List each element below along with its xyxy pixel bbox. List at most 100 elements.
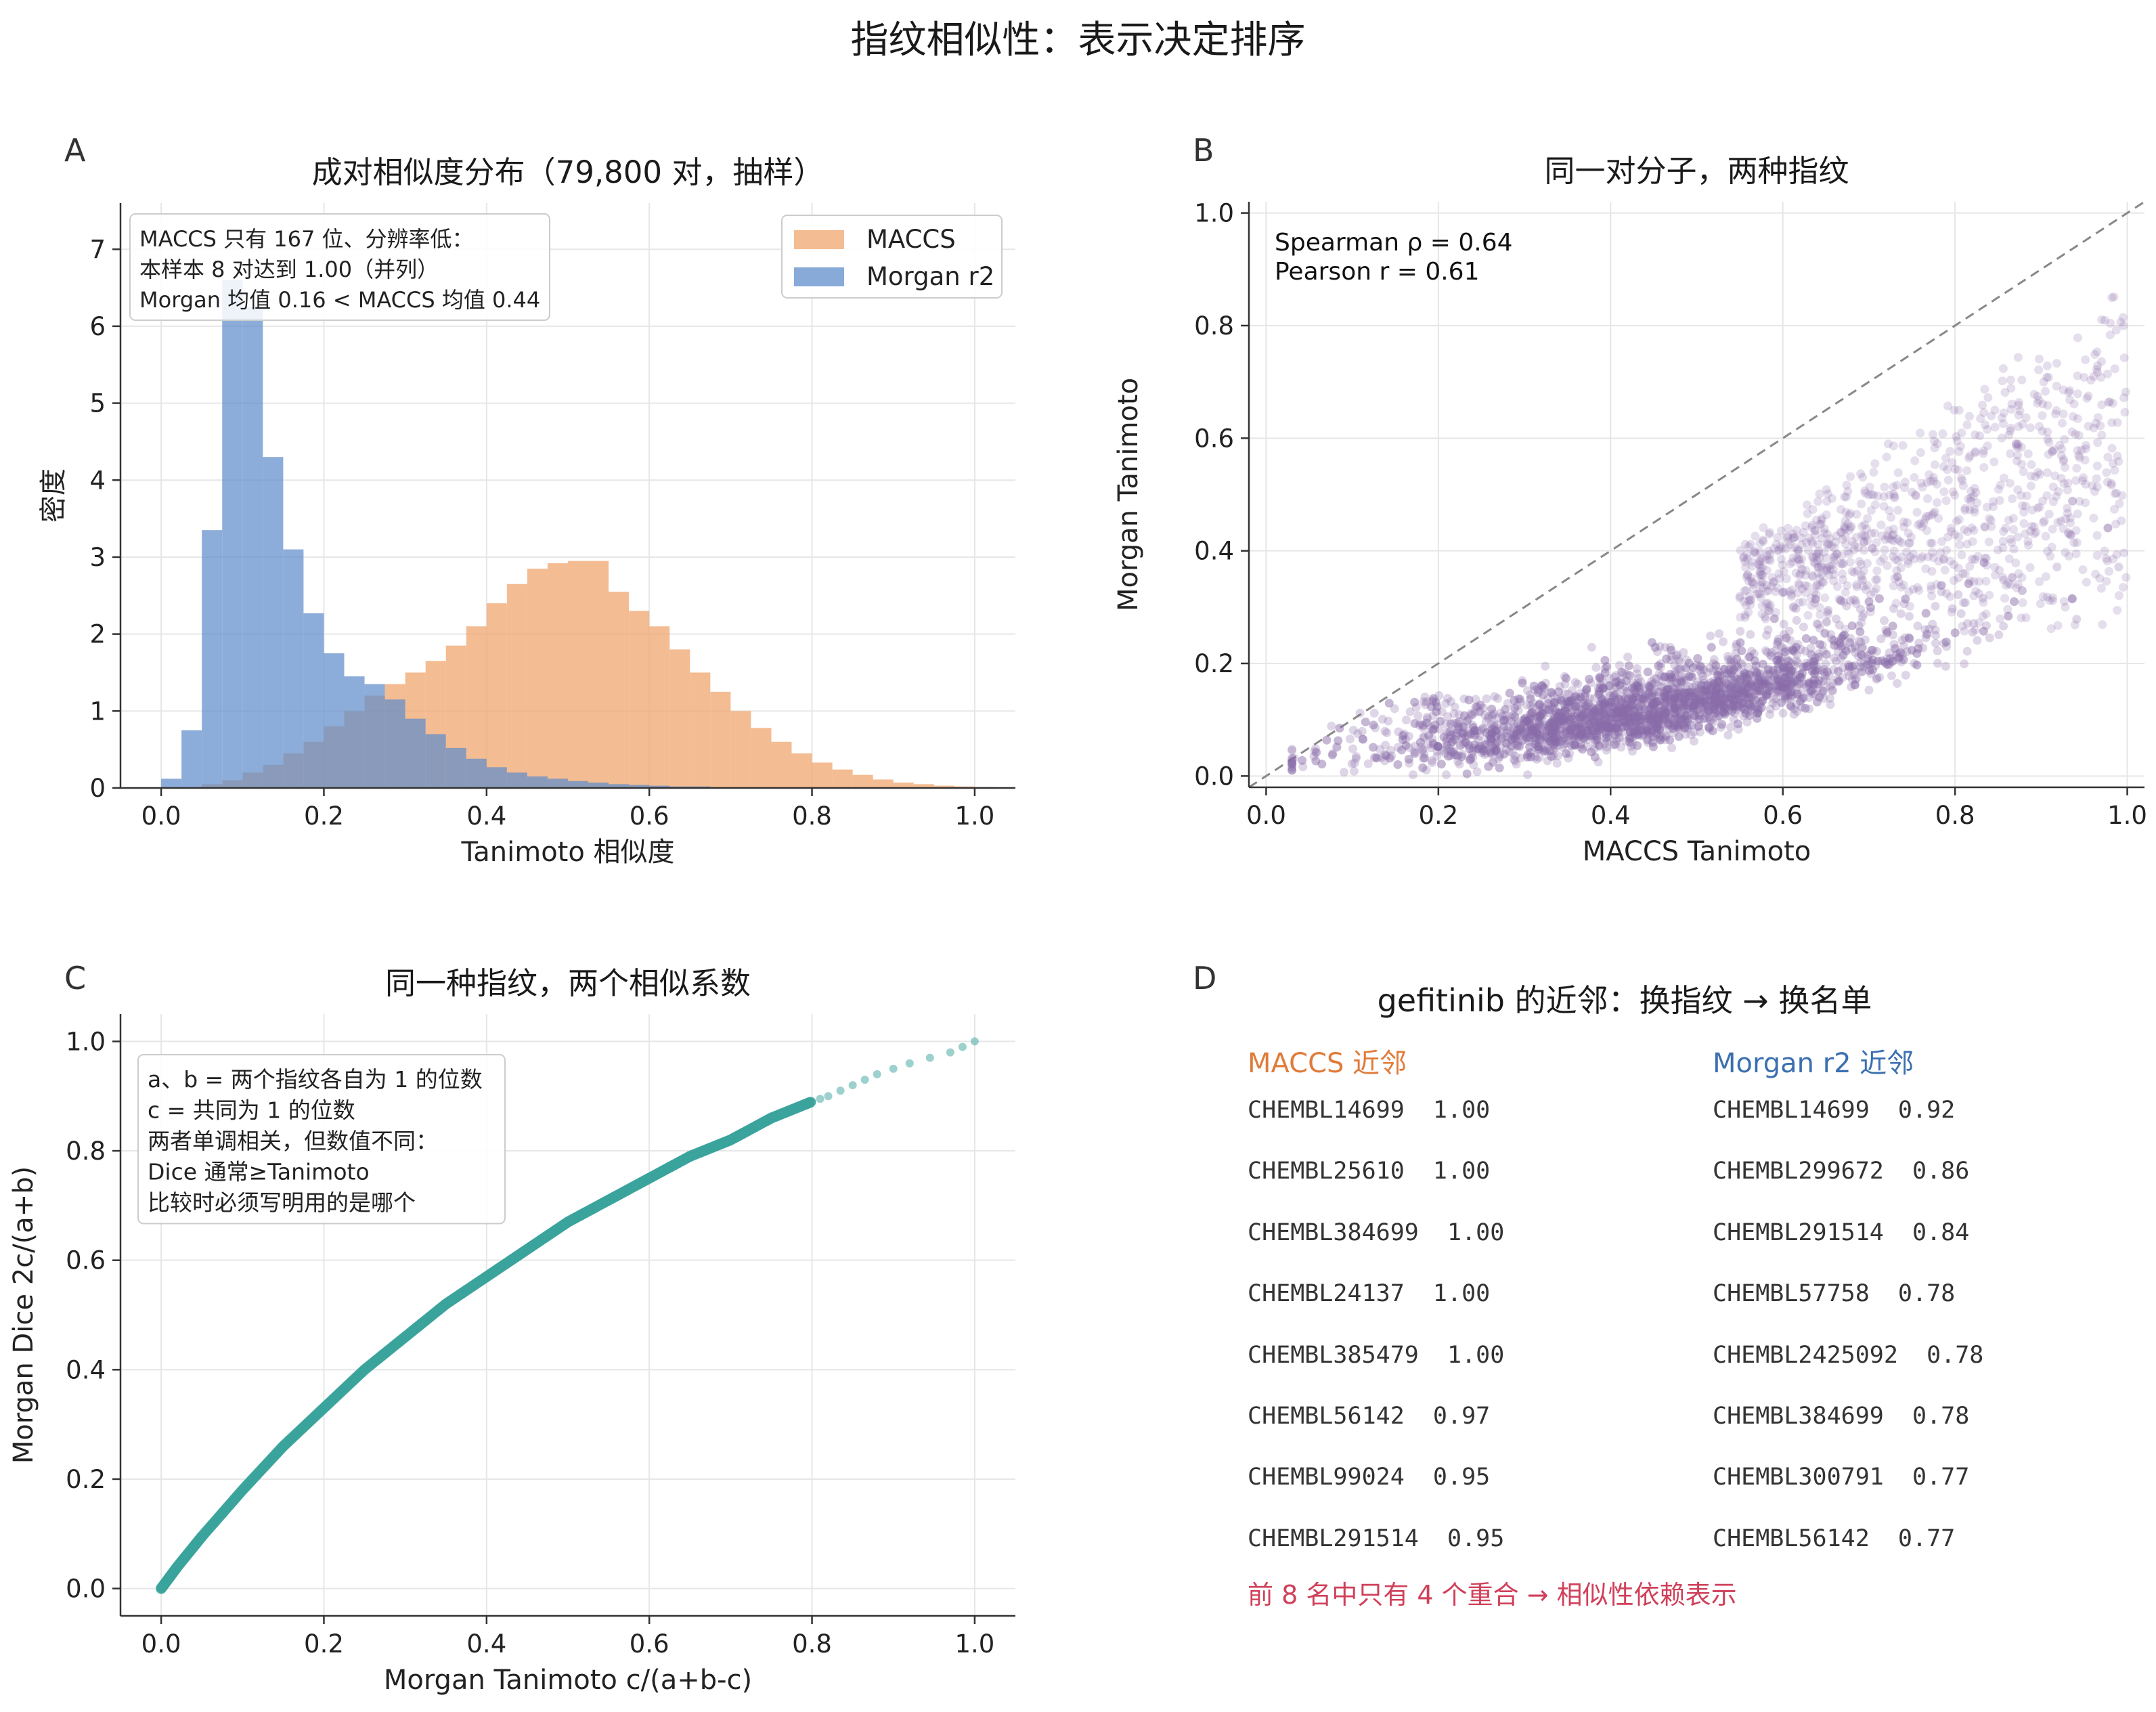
scatter-point [1750,690,1759,699]
scatter-point [1841,624,1850,634]
morgan-bar [283,549,304,788]
scatter-point [1696,680,1706,690]
scatter-point [1828,686,1837,695]
maccs-bar [812,762,833,788]
scatter-point [1721,690,1731,699]
scatter-point [1419,697,1428,707]
scatter-point [1428,696,1438,705]
scatter-point [1548,745,1558,755]
scatter-point [1585,731,1595,741]
scatter-point [1666,655,1675,665]
scatter-point [1462,716,1472,726]
scatter-point [1692,686,1702,696]
scatter-point [1765,704,1775,714]
scatter-point [1616,743,1626,752]
scatter-point [1943,465,1952,475]
scatter-point [1659,710,1669,720]
scatter-point [1859,659,1868,668]
scatter-point [1644,712,1654,722]
scatter-point [2113,606,2122,615]
scatter-point [1823,540,1832,550]
scatter-point [1988,497,1998,506]
scatter-point [1716,699,1725,708]
scatter-point [1676,709,1686,719]
scatter-point [1980,522,1989,531]
scatter-point [1784,665,1794,675]
scatter-point [1741,689,1751,699]
scatter-point [1690,701,1699,710]
scatter-point [1602,721,1611,730]
scatter-point [1597,681,1606,690]
scatter-point [1711,665,1721,675]
scatter-point [1855,663,1865,672]
scatter-point [1502,715,1512,724]
scatter-point [1537,702,1547,711]
scatter-point [1582,700,1591,709]
scatter-point [1999,527,2008,536]
scatter-point [1609,707,1619,717]
scatter-point [1910,659,1919,668]
scatter-point [1778,682,1788,692]
scatter-point [1673,720,1682,729]
scatter-point [1577,730,1587,740]
maccs-bar [751,728,772,788]
panel-a-x-axis-label: Tanimoto 相似度 [460,837,674,868]
scatter-point [1606,698,1616,707]
scatter-point [1786,693,1795,702]
scatter-point [1801,646,1810,656]
scatter-point [1790,661,1800,670]
scatter-point [1733,719,1742,728]
scatter-point [1518,676,1527,685]
panel-c-dice-curve: 0.0 0.2 0.4 0.6 0.8 1.00.00.20.40.60.81.0同一种指… [8,965,1015,1696]
scatter-point [1611,723,1621,732]
scatter-point [1516,724,1526,733]
scatter-point [1509,720,1518,729]
scatter-point [1981,621,1991,630]
scatter-point [1795,670,1805,680]
scatter-point [1954,590,1963,600]
scatter-point [1533,684,1542,694]
scatter-point [1593,724,1603,733]
scatter-point [1787,683,1797,693]
scatter-point [1780,682,1790,692]
scatter-point [1648,688,1657,698]
scatter-point [1410,697,1420,707]
scatter-point [1724,692,1734,701]
scatter-point [1918,552,1927,561]
scatter-point [1380,726,1390,736]
scatter-point [1744,699,1753,709]
scatter-point [2047,542,2056,552]
scatter-point [1790,674,1799,684]
y-tick-label: 0 [89,774,106,803]
scatter-point [1665,724,1674,733]
scatter-point [1446,719,1455,728]
scatter-point [1549,724,1559,733]
scatter-point [1599,684,1608,693]
scatter-point [1851,675,1860,684]
scatter-point [1663,684,1673,694]
scatter-point [1681,655,1691,665]
scatter-point [1614,694,1623,703]
scatter-point [1566,728,1575,738]
scatter-point [1508,748,1517,758]
maccs-bar [791,753,812,788]
scatter-point [1562,715,1572,724]
scatter-point [2060,435,2069,444]
scatter-point [1418,745,1428,755]
scatter-point [1522,732,1531,742]
scatter-point [1673,664,1683,674]
scatter-point [1893,534,1902,544]
scatter-point [1619,722,1628,732]
scatter-point [1780,695,1790,704]
scatter-point [1721,679,1731,688]
scatter-point [1773,681,1782,690]
scatter-point [1826,700,1835,709]
scatter-point [1484,762,1493,772]
scatter-point [1676,710,1686,720]
scatter-point [1589,745,1599,754]
panel-a-annotation-box [129,213,550,321]
scatter-point [2019,467,2028,477]
scatter-point [2018,598,2027,607]
scatter-point [2048,525,2057,534]
scatter-point [1538,709,1547,718]
